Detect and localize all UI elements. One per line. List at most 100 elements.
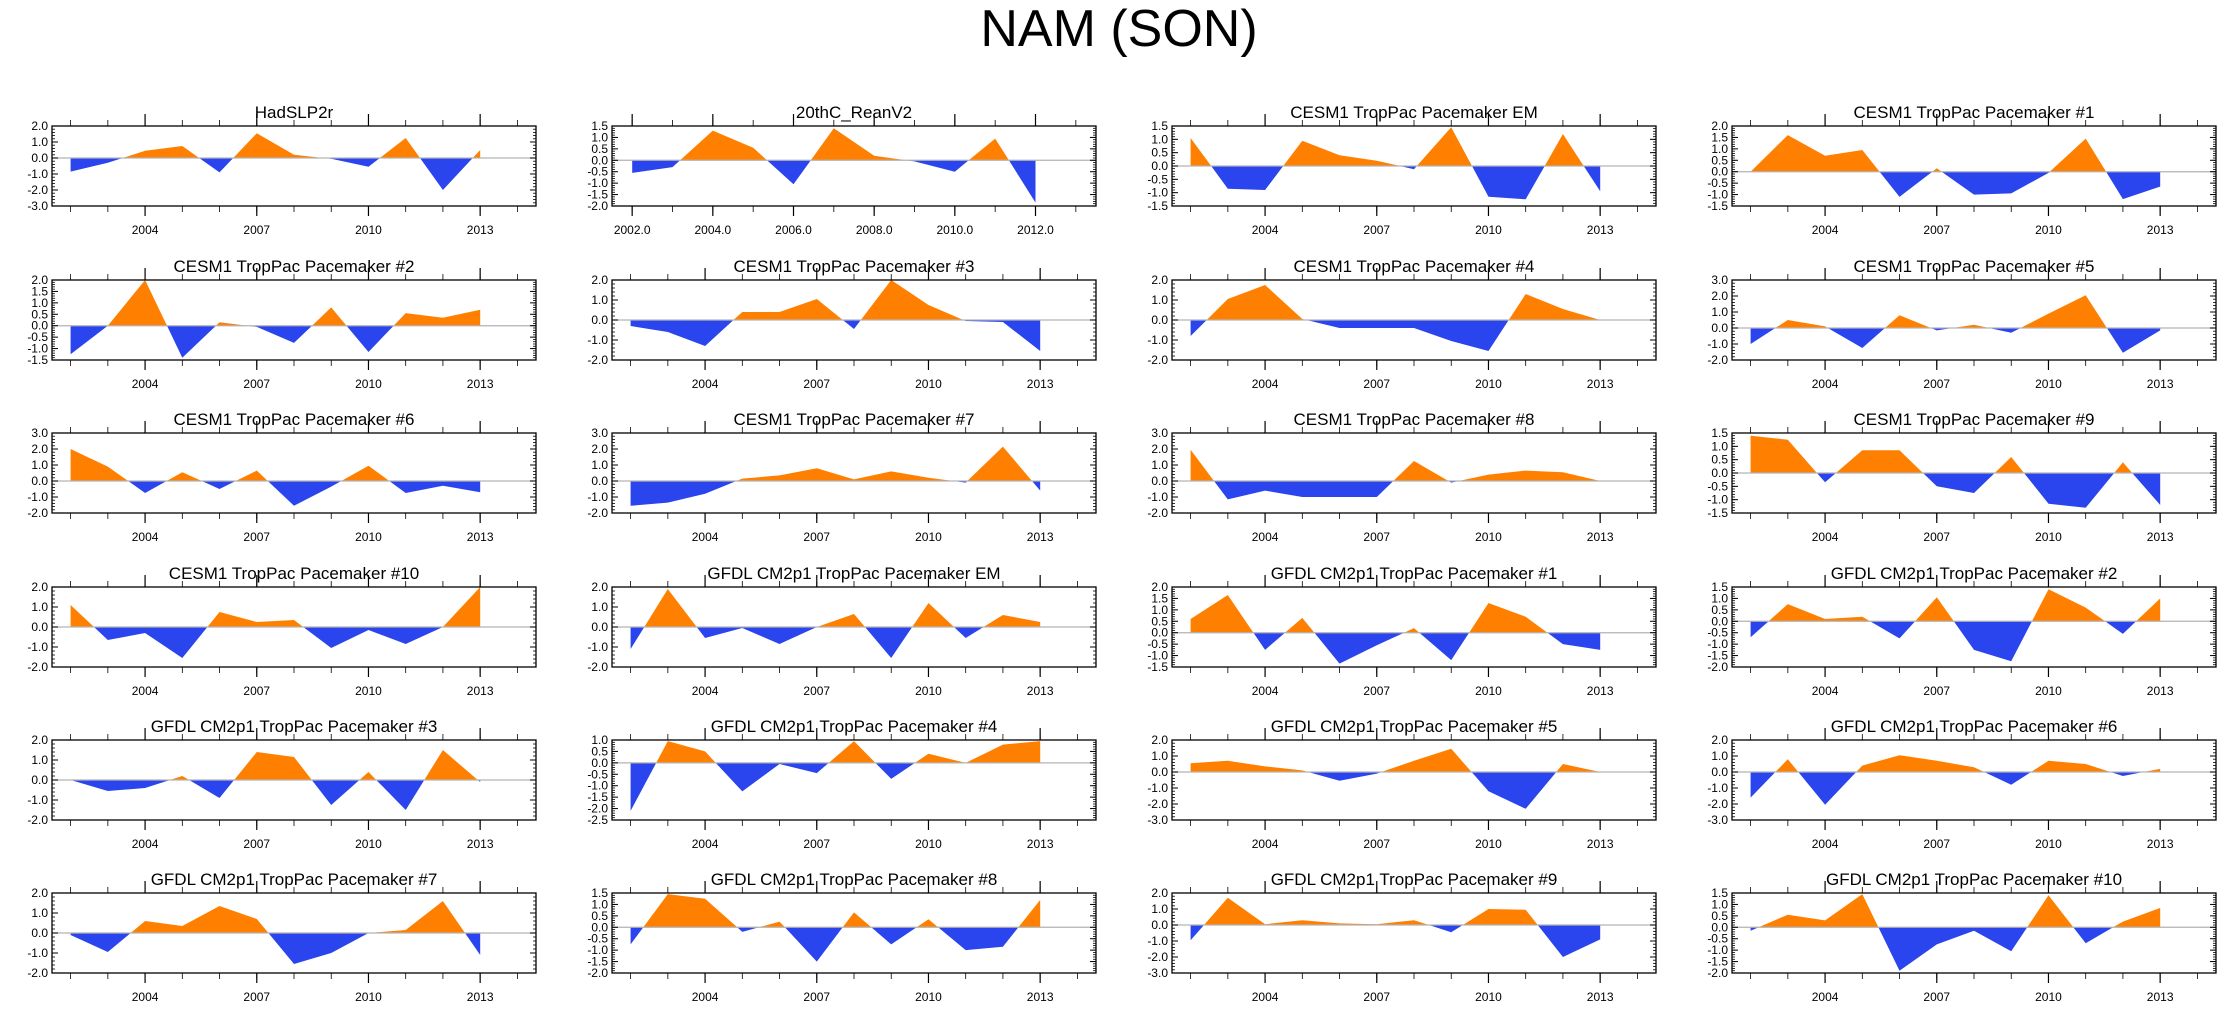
y-tick-label: -1.0 [587, 176, 608, 190]
x-tick-label: 2013 [1027, 684, 1054, 698]
y-tick-label: -1.0 [587, 490, 608, 504]
y-tick-label: 0.0 [31, 773, 48, 787]
positive-area [1750, 435, 2161, 473]
panel-title: HadSLP2r [255, 103, 334, 122]
panel: CESM1 TropPac Pacemaker #3 2.0 1.0 0.0 -1.0 -… [587, 257, 1097, 391]
y-tick-label: -2.0 [1707, 797, 1728, 811]
y-tick-label: -0.5 [587, 767, 608, 781]
y-tick-label: 1.0 [591, 600, 608, 614]
y-tick-label: 0.5 [591, 909, 608, 923]
y-tick-label: -1.0 [27, 490, 48, 504]
x-tick-label: 2010 [2035, 377, 2062, 391]
y-tick-label: 1.0 [31, 753, 48, 767]
positive-area [630, 446, 1041, 481]
y-tick-label: -1.0 [587, 779, 608, 793]
x-tick-label: 2012.0 [1017, 223, 1054, 237]
y-tick-label: 1.5 [591, 886, 608, 900]
negative-area [630, 927, 1041, 962]
x-tick-label: 2004 [692, 377, 719, 391]
panel: GFDL CM2p1 TropPac Pacemaker #4 1.00.50.0… [587, 717, 1097, 851]
panel: GFDL CM2p1 TropPac Pacemaker #9 2.0 1.0 0.0… [1147, 870, 1657, 1004]
y-tick-label: 0.0 [1151, 159, 1168, 173]
negative-area [632, 160, 1036, 203]
y-tick-label: 1.0 [1711, 749, 1728, 763]
x-tick-label: 2007 [1923, 837, 1950, 851]
x-tick-label: 2004 [1812, 377, 1839, 391]
y-tick-label: 1.0 [591, 733, 608, 747]
x-tick-label: 2010 [915, 837, 942, 851]
x-tick-label: 2013 [467, 223, 494, 237]
x-tick-label: 2007 [1923, 223, 1950, 237]
x-tick-label: 2013 [467, 990, 494, 1004]
y-tick-label: 0.5 [1711, 909, 1728, 923]
y-tick-label: -1.5 [1707, 649, 1728, 663]
negative-area [1750, 927, 2161, 971]
x-tick-label: 2007 [803, 684, 830, 698]
y-tick-label: 2.0 [591, 580, 608, 594]
negative-area [70, 627, 481, 658]
y-tick-label: -1.0 [1147, 649, 1168, 663]
positive-area [1750, 135, 2161, 172]
x-tick-label: 2010 [355, 223, 382, 237]
y-tick-label: 1.0 [591, 293, 608, 307]
y-tick-label: 2.0 [31, 273, 48, 287]
y-tick-label: 0.0 [31, 474, 48, 488]
panel-title: GFDL CM2p1 TropPac Pacemaker #2 [1831, 564, 2118, 583]
x-tick-label: 2013 [1587, 530, 1614, 544]
x-tick-label: 2010 [2035, 990, 2062, 1004]
panel: GFDL CM2p1 TropPac Pacemaker EM 2.0 1.0 0.0… [587, 564, 1097, 698]
negative-area [1750, 621, 2161, 662]
x-tick-label: 2007 [243, 684, 270, 698]
y-tick-label: -1.0 [1707, 637, 1728, 651]
x-tick-label: 2004 [1812, 837, 1839, 851]
negative-area [1190, 925, 1601, 957]
x-tick-label: 2004 [1812, 684, 1839, 698]
y-tick-label: -1.0 [27, 793, 48, 807]
negative-area [1190, 772, 1601, 809]
x-tick-label: 2010 [915, 530, 942, 544]
y-tick-label: 1.0 [1711, 439, 1728, 453]
y-tick-label: 0.5 [1711, 453, 1728, 467]
y-tick-label: 2.0 [1711, 289, 1728, 303]
y-tick-label: -2.0 [27, 506, 48, 520]
positive-area [1190, 897, 1601, 925]
panel: 20thC_ReanV2 1.51.00.50.0-0.5-1.0-1.5-2.0… [587, 103, 1097, 237]
x-tick-label: 2004 [692, 990, 719, 1004]
x-tick-label: 2007 [243, 377, 270, 391]
y-tick-label: 1.0 [31, 906, 48, 920]
y-tick-label: -2.0 [27, 966, 48, 980]
y-tick-label: -1.5 [1707, 506, 1728, 520]
y-tick-label: -1.5 [1147, 660, 1168, 674]
plot-frame [1731, 892, 2217, 974]
x-tick-label: 2007 [243, 223, 270, 237]
y-tick-label: 0.5 [591, 142, 608, 156]
panel-title: GFDL CM2p1 TropPac Pacemaker EM [707, 564, 1000, 583]
figure-title: NAM (SON) [980, 0, 1258, 58]
y-tick-label: -1.5 [1707, 199, 1728, 213]
panel-title: CESM1 TropPac Pacemaker #5 [1854, 257, 2095, 276]
y-tick-label: 3.0 [1151, 426, 1168, 440]
positive-area [70, 449, 481, 481]
panel-title: CESM1 TropPac Pacemaker #2 [174, 257, 415, 276]
x-tick-label: 2013 [1587, 990, 1614, 1004]
y-tick-label: 2.0 [1151, 580, 1168, 594]
y-tick-label: 2.0 [591, 273, 608, 287]
y-tick-label: -2.0 [587, 199, 608, 213]
y-tick-label: 0.0 [1711, 466, 1728, 480]
y-tick-label: 1.0 [31, 600, 48, 614]
x-tick-label: 2013 [2147, 377, 2174, 391]
y-tick-label: 2.0 [1711, 119, 1728, 133]
y-tick-label: -1.0 [27, 342, 48, 356]
negative-area [70, 325, 481, 358]
x-tick-label: 2007 [803, 530, 830, 544]
y-tick-label: 0.5 [1151, 146, 1168, 160]
x-tick-label: 2010 [2035, 530, 2062, 544]
y-tick-label: -1.0 [1147, 333, 1168, 347]
y-tick-label: -2.0 [1147, 950, 1168, 964]
negative-area [630, 320, 1041, 351]
x-tick-label: 2010 [915, 990, 942, 1004]
y-tick-label: 0.0 [591, 313, 608, 327]
y-tick-label: 0.0 [31, 319, 48, 333]
negative-area [70, 933, 481, 964]
x-tick-label: 2010 [355, 837, 382, 851]
